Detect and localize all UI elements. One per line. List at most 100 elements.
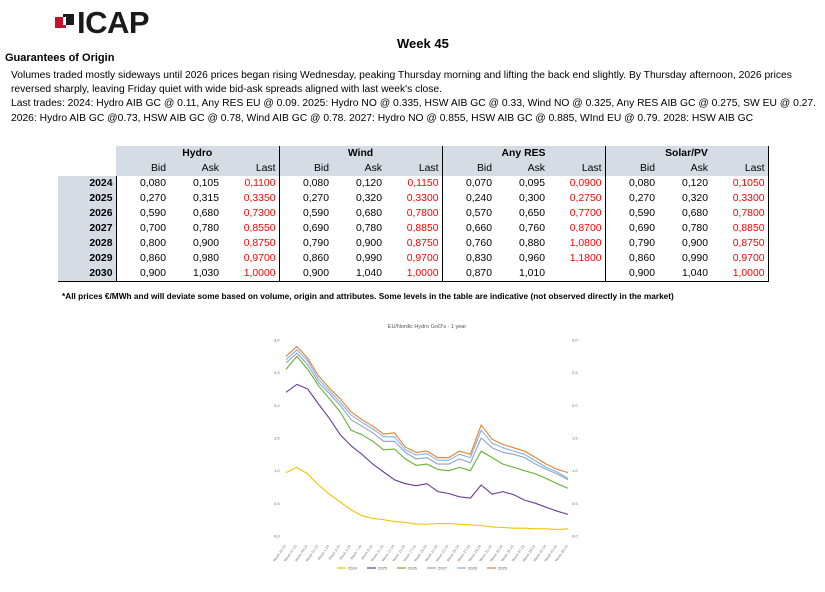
footnote: *All prices €/MWh and will deviate some … [62, 291, 674, 301]
commentary-paragraph: Volumes traded mostly sideways until 202… [11, 70, 792, 96]
bid-cell: 0,790 [628, 238, 655, 249]
ask-cell: 0,120 [355, 178, 382, 189]
y-tick-label-left: 1,5 [274, 436, 280, 441]
ask-cell: 0,095 [518, 178, 545, 189]
bid-cell: 0,590 [302, 208, 329, 219]
last-cell: 0,8550 [222, 221, 280, 236]
hydro-goo-chart: EU/Nordic Hydro GoO's - 1 year 0,0 0,0 0,5 0… [272, 324, 578, 570]
series-line-2025 [285, 383, 569, 515]
last-cell: 1,0800 [548, 236, 606, 251]
year-cell: 2026 [58, 206, 117, 221]
table-row: 2028 0,800 0,900 0,8750 0,790 0,900 0,8750 0,76… [58, 236, 769, 251]
ask-cell: 0,315 [192, 193, 219, 204]
table-row: 2027 0,700 0,780 0,8550 0,690 0,780 0,8850 0,66… [58, 221, 769, 236]
market-commentary: Volumes traded mostly sideways until 202… [11, 69, 823, 126]
ask-cell: 0,900 [681, 238, 708, 249]
last-cell: 0,7300 [222, 206, 280, 221]
chart-title: EU/Nordic Hydro GoO's - 1 year [388, 324, 467, 330]
bid-cell: 0,070 [465, 178, 492, 189]
bid-cell: 0,860 [302, 253, 329, 264]
legend-label-2027: 2027 [438, 565, 448, 570]
year-cell: 2030 [58, 266, 117, 282]
section-title: Guarantees of Origin [5, 52, 115, 64]
bid-cell: 0,690 [302, 223, 329, 234]
ask-cell: 0,300 [518, 193, 545, 204]
bid-cell: 0,270 [628, 193, 655, 204]
group-header-hydro: Hydro [116, 146, 280, 161]
bid-cell: 0,790 [302, 238, 329, 249]
ask-cell: 0,120 [681, 178, 708, 189]
ask-cell: 0,980 [192, 253, 219, 264]
y-tick-label-left: 3,0 [274, 338, 280, 343]
bid-cell: 0,690 [628, 223, 655, 234]
subheader-last: Last [385, 161, 443, 176]
last-cell: 0,7800 [711, 206, 769, 221]
last-cell: 0,8850 [385, 221, 443, 236]
bid-cell: 0,660 [465, 223, 492, 234]
last-cell: 0,8850 [711, 221, 769, 236]
last-cell: 0,1150 [385, 176, 443, 191]
last-trades-paragraph: Last trades: 2024: Hydro AIB GC @ 0.11, … [11, 98, 816, 124]
ask-cell: 0,780 [355, 223, 382, 234]
ask-cell: 0,680 [355, 208, 382, 219]
table-row: 2030 0,900 1,030 1,0000 0,900 1,040 1,0000 0,87… [58, 266, 769, 282]
ask-cell: 0,680 [192, 208, 219, 219]
last-cell: 1,0000 [385, 266, 443, 282]
ask-cell: 0,760 [518, 223, 545, 234]
last-cell: 0,8750 [222, 236, 280, 251]
ask-cell: 0,960 [518, 253, 545, 264]
last-cell: 0,3300 [385, 191, 443, 206]
y-tick-label-right: 0,0 [572, 534, 578, 539]
last-cell: 1,0000 [711, 266, 769, 282]
subheader-bid: Bid [442, 161, 495, 176]
bid-cell: 0,270 [302, 193, 329, 204]
bid-cell: 0,760 [465, 238, 492, 249]
bid-cell: 0,570 [465, 208, 492, 219]
bid-cell: 0,080 [302, 178, 329, 189]
legend-label-2028: 2028 [468, 565, 478, 570]
group-header-any-res: Any RES [442, 146, 606, 161]
ask-cell: 0,780 [192, 223, 219, 234]
bid-cell: 0,080 [628, 178, 655, 189]
table-row: 2024 0,080 0,105 0,1100 0,080 0,120 0,1150 0,07… [58, 176, 769, 191]
bid-cell: 0,900 [605, 266, 658, 282]
y-tick-label-right: 2,0 [572, 403, 578, 408]
subheader-row: Bid Ask Last Bid Ask Last Bid Ask Last Bid Ask Last [58, 161, 769, 176]
subheader-last: Last [711, 161, 769, 176]
table-row: 2025 0,270 0,315 0,3350 0,270 0,320 0,3300 0,24… [58, 191, 769, 206]
y-tick-label-left: 0,0 [274, 534, 280, 539]
year-cell: 2025 [58, 191, 117, 206]
last-cell: 0,3350 [222, 191, 280, 206]
ask-cell: 0,900 [355, 238, 382, 249]
ask-cell: 0,680 [681, 208, 708, 219]
bid-cell: 0,270 [139, 193, 166, 204]
subheader-last: Last [222, 161, 280, 176]
y-tick-label-right: 1,5 [572, 436, 578, 441]
subheader-bid: Bid [605, 161, 658, 176]
y-tick-label-left: 2,5 [274, 370, 280, 375]
last-cell: 0,7800 [385, 206, 443, 221]
bid-cell: 0,900 [279, 266, 332, 282]
last-cell: 0,7700 [548, 206, 606, 221]
ask-cell: 1,030 [169, 266, 222, 282]
year-cell: 2028 [58, 236, 117, 251]
bid-cell: 0,800 [139, 238, 166, 249]
y-tick-label-left: 1,0 [274, 468, 280, 473]
ask-cell: 0,320 [355, 193, 382, 204]
y-tick-label-right: 1,0 [572, 468, 578, 473]
bid-cell: 0,590 [139, 208, 166, 219]
last-cell: 0,0900 [548, 176, 606, 191]
blank-subheader-cell [58, 161, 116, 176]
group-header-solar-pv: Solar/PV [605, 146, 769, 161]
bid-cell: 0,830 [465, 253, 492, 264]
subheader-bid: Bid [279, 161, 332, 176]
last-cell: 0,2750 [548, 191, 606, 206]
last-cell: 0,8750 [385, 236, 443, 251]
subheader-ask: Ask [169, 161, 222, 176]
icap-logo: ICAP [55, 5, 150, 40]
ask-cell: 1,040 [332, 266, 385, 282]
y-tick-label-left: 0,5 [274, 501, 280, 506]
bid-cell: 0,240 [465, 193, 492, 204]
logo-text: ICAP [77, 5, 150, 40]
bid-cell: 0,870 [442, 266, 495, 282]
